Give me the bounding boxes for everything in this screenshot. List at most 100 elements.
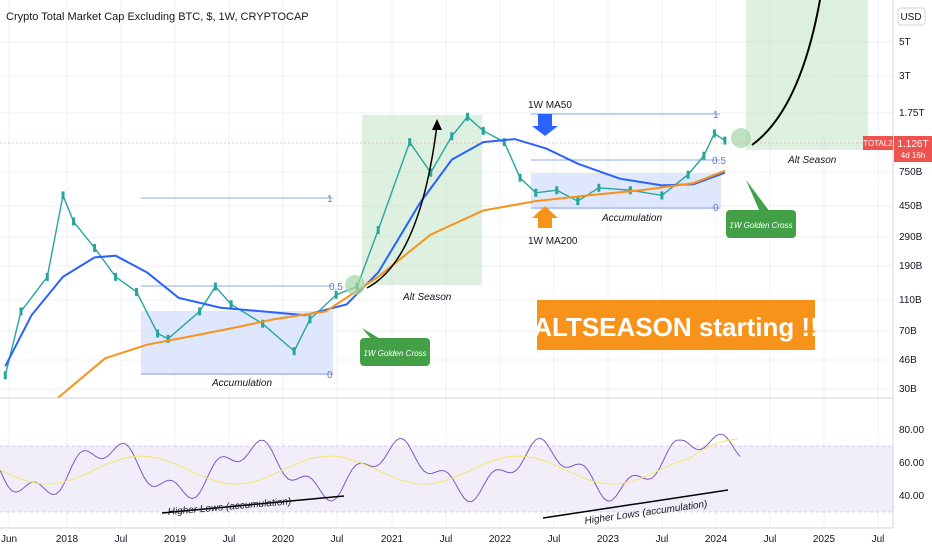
candle-point: [198, 307, 202, 316]
x-tick-label: Jul: [872, 534, 885, 545]
candle-point: [660, 191, 664, 200]
rsi-ma-line: [0, 438, 739, 485]
y-tick-label: 750B: [899, 167, 923, 178]
x-tick-label: Jul: [764, 534, 777, 545]
x-tick-label: 2025: [813, 534, 836, 545]
candle-point: [61, 191, 65, 200]
rsi-tick-labels: 80.00 60.00 40.00: [899, 425, 924, 502]
x-tick-label: Jul: [548, 534, 561, 545]
x-tick-label: 2021: [381, 534, 404, 545]
candle-point: [229, 300, 233, 309]
x-tick-label: Jul: [331, 534, 344, 545]
y-tick-label: 70B: [899, 326, 917, 337]
headline-box: [537, 300, 815, 350]
candle-point: [45, 272, 49, 281]
candle-point: [466, 112, 470, 121]
golden-cross-callout-2: 1W Golden Cross: [726, 180, 796, 238]
candle-point: [555, 186, 559, 195]
x-tick-label: 2020: [272, 534, 295, 545]
candle-point: [19, 307, 23, 316]
x-tick-label: Jul: [656, 534, 669, 545]
accumulation-zone-1: [141, 311, 333, 375]
x-tick-label: 2023: [597, 534, 620, 545]
candle-point: [481, 126, 485, 135]
accumulation-label-1: Accumulation: [211, 378, 272, 389]
arrow-head-1: [432, 119, 442, 130]
y-tick-label: 290B: [899, 232, 923, 243]
candle-point: [702, 151, 706, 160]
accumulation-label-2: Accumulation: [601, 213, 662, 224]
candle-point: [93, 243, 97, 252]
price-badge: [894, 136, 932, 162]
y-tick-label: 110B: [899, 295, 922, 306]
y-tick-label: 30B: [899, 384, 917, 395]
rsi-tick-label: 80.00: [899, 425, 924, 436]
candle-point: [261, 319, 265, 328]
y-tick-label: 5T: [899, 37, 911, 48]
candle-point: [518, 173, 522, 182]
rsi-line: [0, 433, 741, 503]
symbol-badge: [863, 136, 893, 150]
candle-point: [72, 217, 76, 226]
candle-point: [308, 315, 312, 324]
higher-lows-line-2: [542, 489, 729, 519]
fib2-label-zero: 0: [713, 203, 719, 214]
candle-point: [450, 132, 454, 141]
alt-season-label-2: Alt Season: [787, 155, 837, 166]
higher-lows-line-1: [161, 495, 345, 514]
fib-lines-2: [531, 113, 720, 209]
chart-title: Crypto Total Market Cap Excluding BTC, $…: [6, 11, 309, 23]
candle-point: [408, 138, 412, 147]
rsi-tick-label: 40.00: [899, 491, 924, 502]
candle-point: [576, 197, 580, 206]
series-line-total2: [4, 115, 726, 376]
price-axis[interactable]: [893, 0, 932, 550]
currency-label: USD: [900, 12, 921, 23]
candle-point: [114, 272, 118, 281]
y-tick-label: 1.75T: [899, 108, 925, 119]
candle-point: [723, 136, 727, 145]
x-tick-labels: Jun 2018 Jul 2019 Jul 2020 Jul 2021 Jul 2022 Jul 20…: [1, 534, 884, 545]
x-tick-label: Jun: [1, 534, 17, 545]
x-tick-label: 2018: [56, 534, 79, 545]
candle-point: [156, 329, 160, 338]
candle-point: [213, 282, 217, 291]
y-tick-label: 190B: [899, 261, 923, 272]
candle-point: [429, 168, 433, 177]
candle-point: [135, 287, 139, 296]
fib1-label-zero: 0: [327, 370, 333, 381]
ma200-label: 1W MA200: [528, 236, 578, 247]
candle-point: [292, 347, 296, 356]
candle-point: [376, 225, 380, 234]
y-tick-label: 450B: [899, 201, 923, 212]
x-tick-label: 2024: [705, 534, 728, 545]
x-tick-label: Jul: [115, 534, 128, 545]
headline-text: ALTSEASON starting !!: [533, 312, 819, 342]
alt-season-zone-2: [746, 0, 868, 150]
ma50-arrow-icon: [532, 114, 558, 136]
countdown: 4d 16h: [901, 151, 925, 160]
projection-curve: [751, 0, 821, 146]
golden-cross-label-2: 1W Golden Cross: [729, 221, 792, 230]
candle-point: [597, 183, 601, 192]
x-tick-label: 2019: [164, 534, 187, 545]
golden-cross-label-1: 1W Golden Cross: [363, 349, 426, 358]
candle-point: [502, 138, 506, 147]
fib1-label-half: 0.5: [329, 282, 343, 293]
golden-cross-circle-1: [345, 275, 365, 295]
fib-lines-1: [141, 197, 333, 375]
series-line-1w-ma200: [57, 169, 726, 399]
rsi-tick-label: 60.00: [899, 458, 924, 469]
last-price: 1.126T: [897, 139, 928, 150]
golden-cross-circle-2: [731, 128, 751, 148]
fib2-label-one: 1: [713, 110, 719, 121]
candle-point: [3, 371, 7, 380]
currency-button[interactable]: [897, 7, 926, 26]
y-tick-label: 46B: [899, 355, 917, 366]
fib1-label-one: 1: [327, 194, 333, 205]
candle-point: [166, 334, 170, 343]
candle-point: [534, 188, 538, 197]
candle-point: [334, 290, 338, 299]
